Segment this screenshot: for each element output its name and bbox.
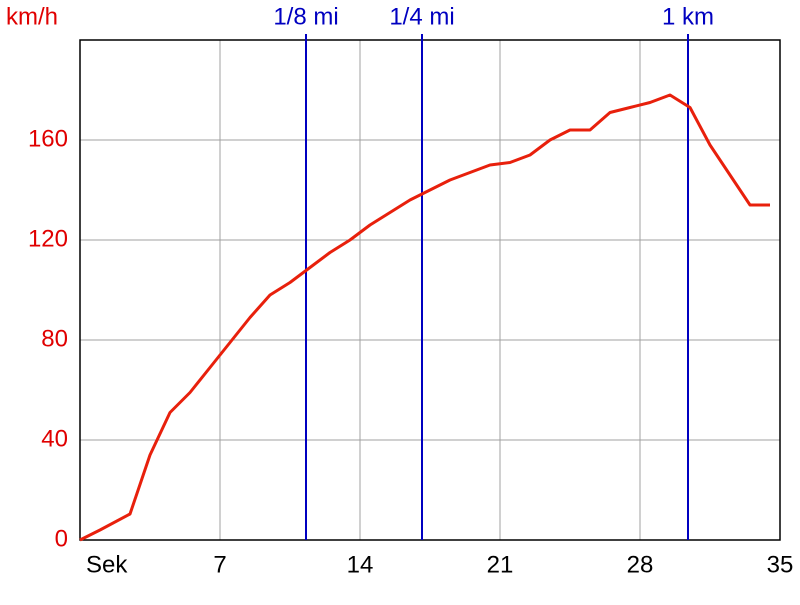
x-tick-label: Sek xyxy=(86,551,128,578)
y-tick-label: 80 xyxy=(41,325,68,352)
plot-frame xyxy=(79,39,781,541)
distance-marker-label: 1 km xyxy=(662,3,714,30)
x-tick-label: 35 xyxy=(767,551,794,578)
distance-marker-label: 1/8 mi xyxy=(273,3,338,30)
speed-line xyxy=(79,93,770,542)
x-tick-label: 7 xyxy=(213,551,226,578)
y-axis-label: km/h xyxy=(6,3,58,30)
y-tick-label: 40 xyxy=(41,425,68,452)
y-tick-label: 160 xyxy=(28,125,68,152)
x-tick-label: 21 xyxy=(487,551,514,578)
x-tick-label: 14 xyxy=(347,551,374,578)
x-tick-label: 28 xyxy=(627,551,654,578)
distance-marker-label: 1/4 mi xyxy=(389,3,454,30)
y-tick-label: 0 xyxy=(55,525,68,552)
y-tick-label: 120 xyxy=(28,225,68,252)
